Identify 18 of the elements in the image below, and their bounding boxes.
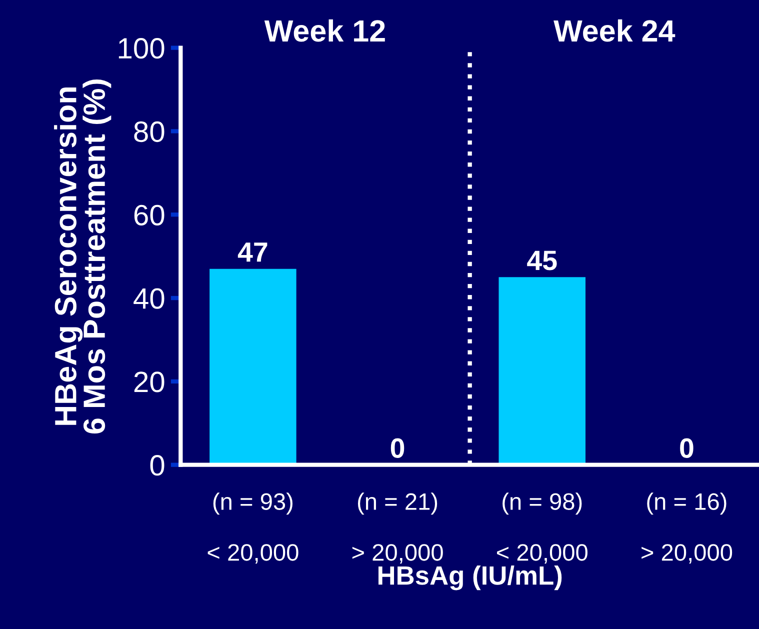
text: Week 12: [264, 19, 385, 42]
y-tick-label: 80: [134, 121, 164, 142]
y-tick-label: 0: [150, 455, 164, 476]
y-tick-label: 60: [134, 204, 164, 226]
y-tick-label: 100: [118, 38, 164, 59]
y-axis-title: HBeAg Seroconversion 6 Mos Posttreatment (%): [54, 80, 112, 434]
category-label: (n = 21) > 20,000: [352, 492, 443, 564]
data-label: 47: [238, 242, 268, 262]
category-label: (n = 93) < 20,000: [208, 492, 298, 564]
y-tick-label: 40: [134, 288, 164, 309]
x-axis-title: HBsAg (IU/mL): [378, 565, 562, 590]
category-label: (n = 98) < 20,000: [497, 492, 588, 564]
data-label: 0: [680, 438, 694, 458]
data-label: 45: [527, 250, 557, 270]
y-tick-label: 20: [134, 372, 164, 392]
data-label: 0: [390, 438, 404, 458]
category-label: (n = 16) > 20,000: [642, 492, 732, 564]
text: Week 24: [554, 19, 676, 42]
